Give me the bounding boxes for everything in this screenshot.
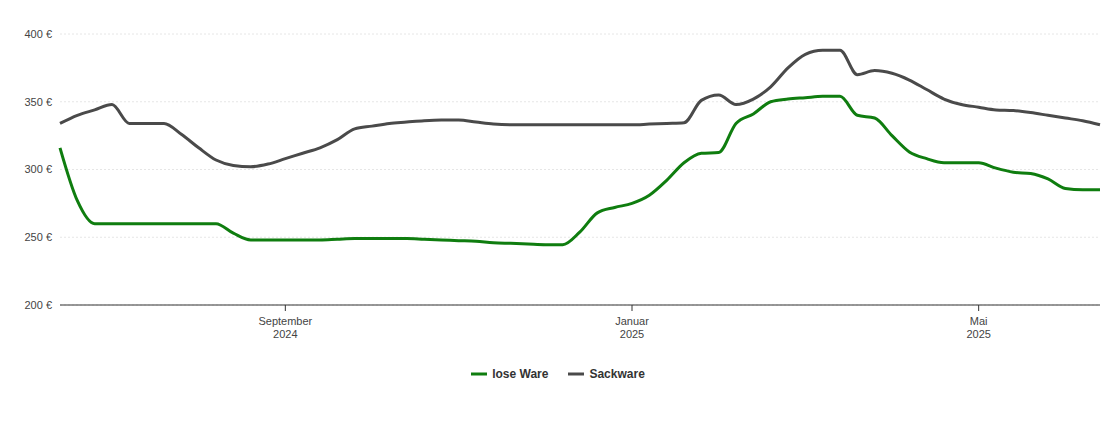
html-text:Sackware: Sackware — [589, 367, 645, 381]
svg-text:250 €: 250 € — [24, 231, 52, 243]
svg-text:September2024: September2024 — [258, 315, 312, 340]
svg-text:300 €: 300 € — [24, 163, 52, 175]
svg-text:Mai2025: Mai2025 — [966, 315, 990, 340]
svg-text:Januar2025: Januar2025 — [615, 315, 649, 340]
svg-text:200 €: 200 € — [24, 299, 52, 311]
html-text:lose Ware: lose Ware — [492, 367, 549, 381]
svg-text:400 €: 400 € — [24, 28, 52, 40]
svg-text:350 €: 350 € — [24, 96, 52, 108]
